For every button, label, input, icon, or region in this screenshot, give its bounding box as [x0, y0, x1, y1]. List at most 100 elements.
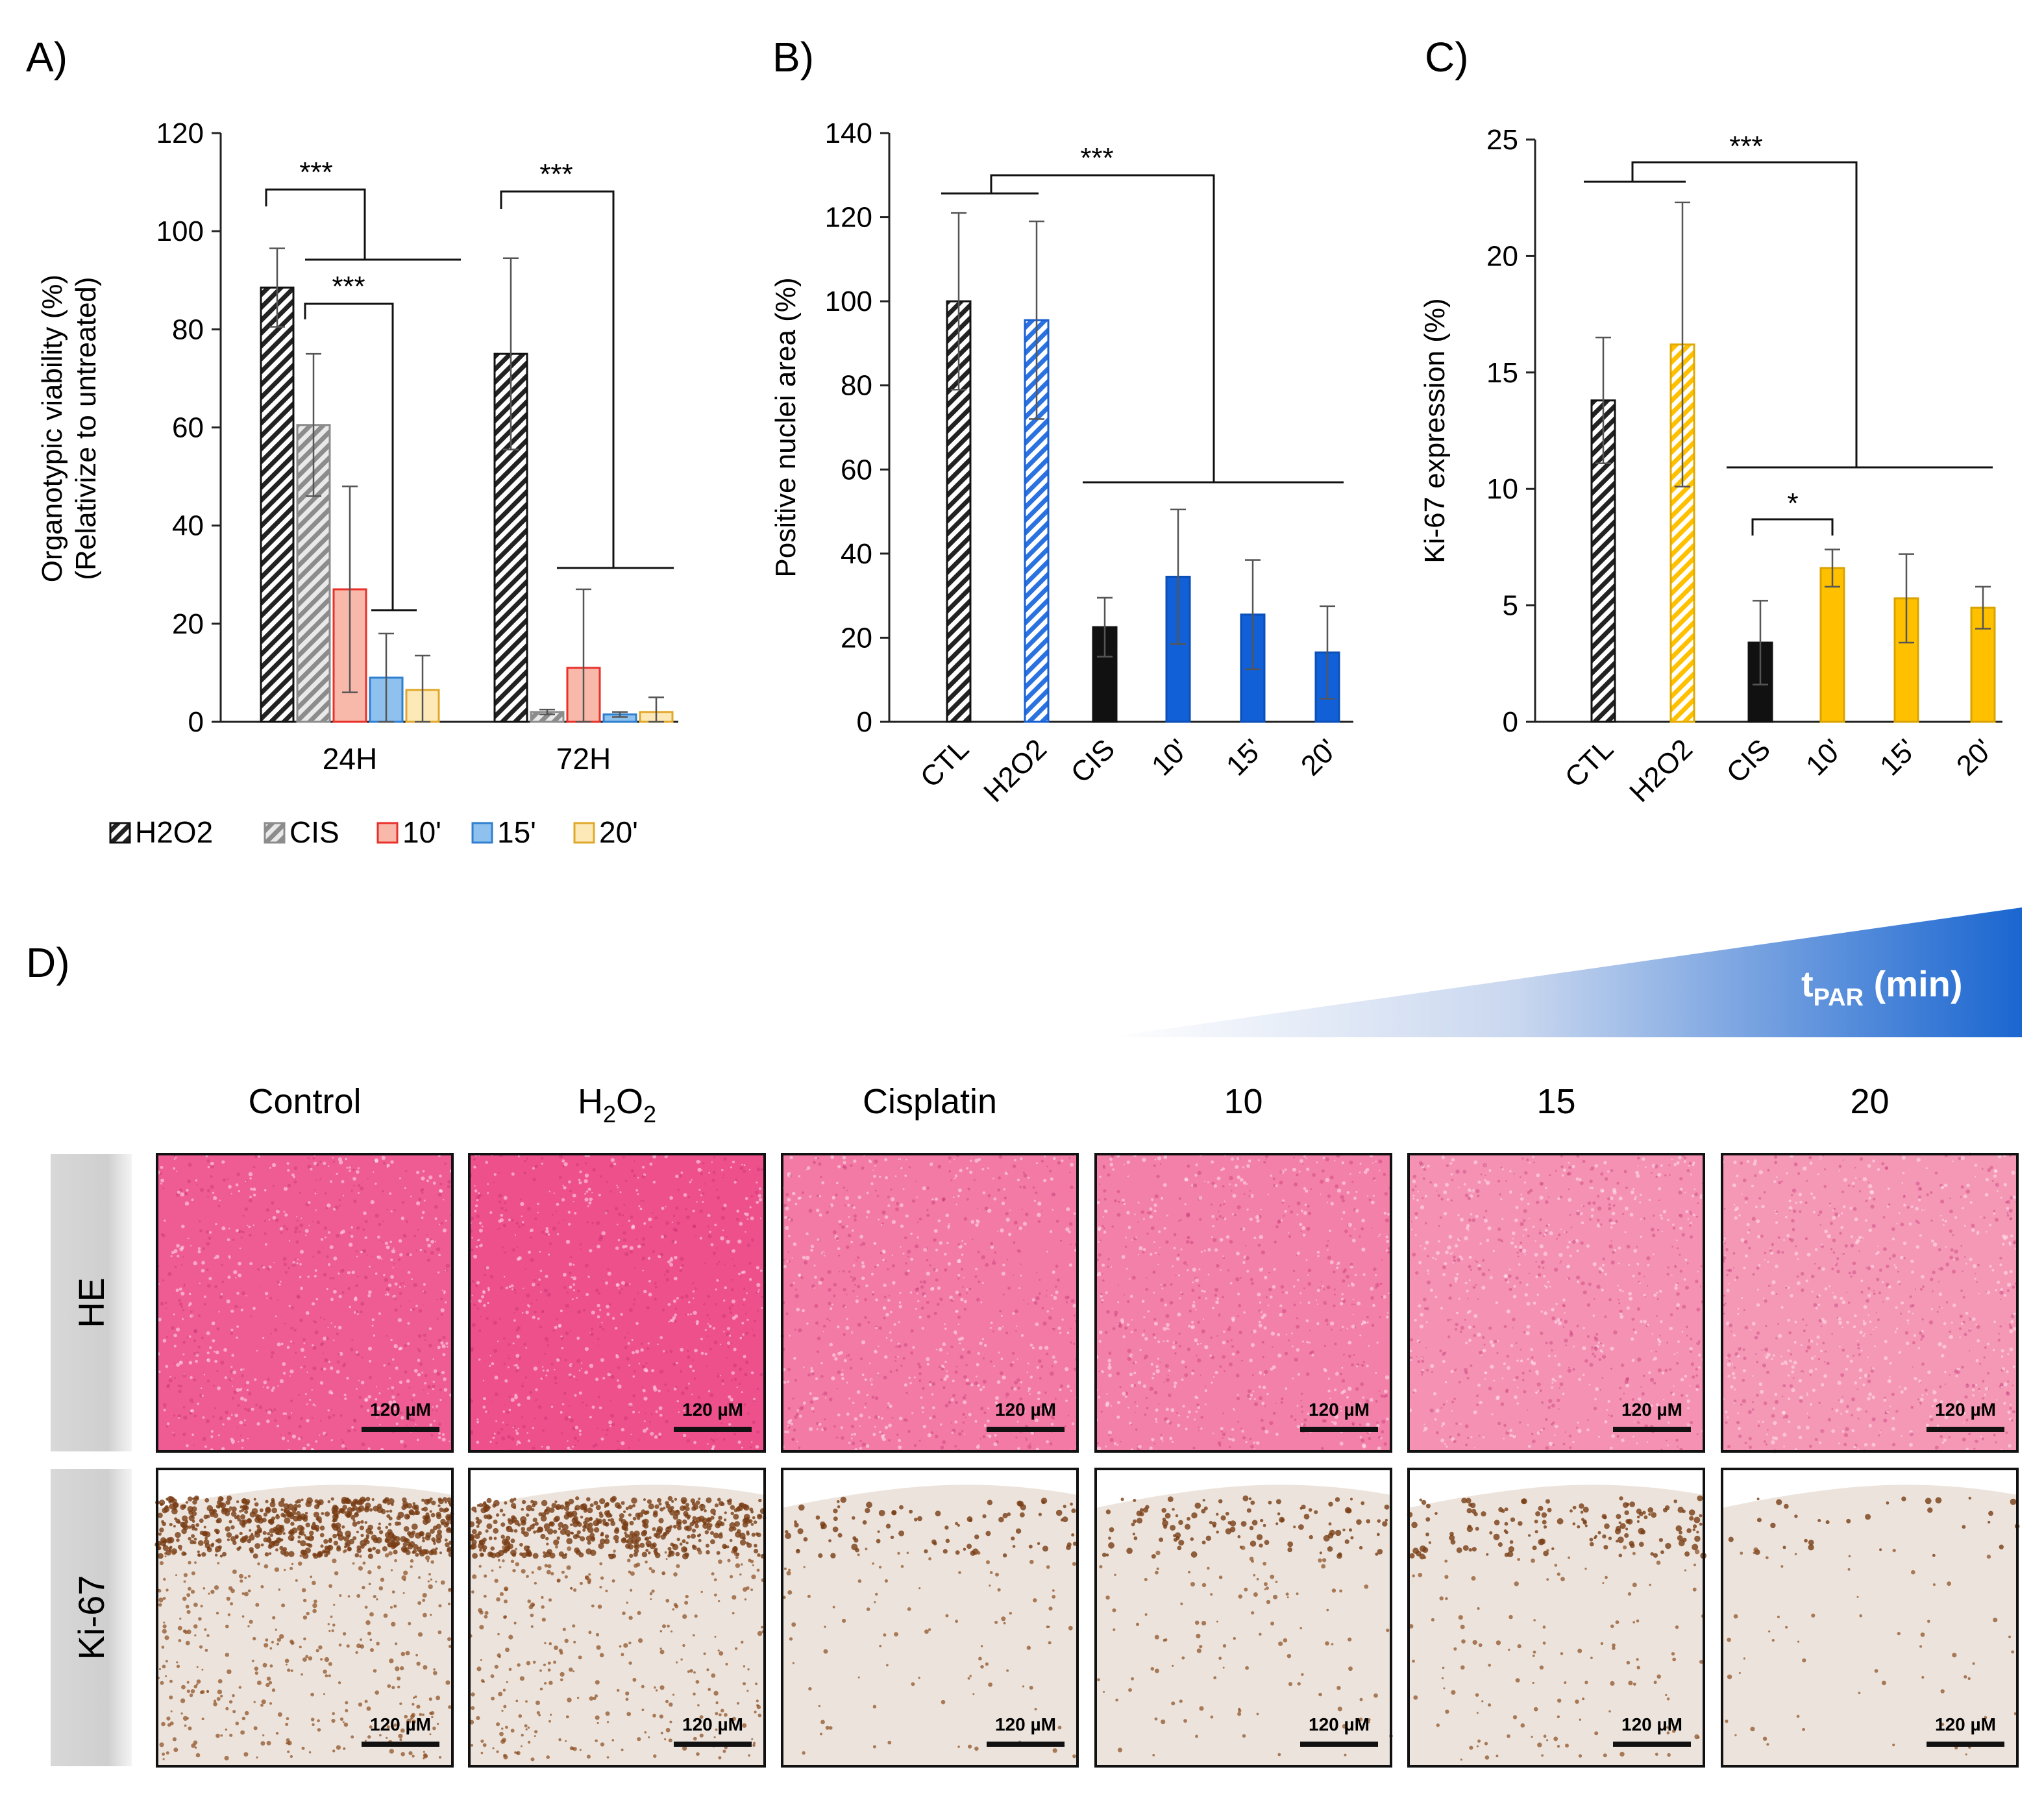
he-cell: [443, 1377, 447, 1381]
he-cell: [962, 1396, 967, 1400]
he-cell: [1742, 1379, 1745, 1382]
he-cell: [872, 1291, 874, 1294]
he-cell: [476, 1199, 479, 1202]
he-cell: [1251, 1331, 1253, 1333]
he-cell: [517, 1403, 521, 1407]
he-cell: [1378, 1390, 1381, 1392]
he-cell: [965, 1378, 969, 1382]
he-cell: [252, 1224, 255, 1226]
he-cell: [1689, 1347, 1693, 1351]
he-cell: [711, 1448, 715, 1450]
he-cell: [822, 1394, 824, 1396]
he-cell: [1520, 1348, 1522, 1351]
he-cell: [190, 1245, 192, 1247]
he-cell: [1073, 1212, 1076, 1215]
he-cell: [330, 1439, 333, 1442]
he-cell: [723, 1174, 725, 1176]
he-cell: [1207, 1181, 1209, 1183]
he-cell: [1046, 1405, 1050, 1409]
he-cell: [741, 1391, 743, 1394]
he-cell: [1351, 1422, 1355, 1425]
he-cell: [1211, 1355, 1215, 1360]
he-cell: [1059, 1239, 1063, 1242]
he-cell: [499, 1318, 501, 1320]
he-cell: [952, 1196, 955, 1198]
he-cell: [1647, 1264, 1650, 1266]
he-cell: [1359, 1235, 1361, 1238]
he-cell: [1457, 1214, 1460, 1216]
he-cell: [195, 1179, 198, 1182]
he-cell: [1545, 1224, 1549, 1227]
he-cell: [1059, 1331, 1062, 1335]
he-cell: [404, 1187, 406, 1190]
he-cell: [1255, 1214, 1260, 1220]
he-cell: [1840, 1412, 1842, 1415]
he-cell: [1566, 1246, 1570, 1249]
he-cell: [2012, 1195, 2016, 1199]
he-cell: [1874, 1345, 1876, 1348]
he-cell: [1762, 1420, 1764, 1423]
he-cell: [649, 1163, 653, 1166]
tile-border: [781, 1153, 1079, 1453]
he-cell: [607, 1272, 611, 1276]
he-cell: [1425, 1321, 1428, 1324]
he-cell: [611, 1422, 615, 1427]
he-cell: [935, 1248, 938, 1251]
he-cell: [1216, 1176, 1221, 1181]
he-cell: [240, 1435, 242, 1436]
he-cell: [806, 1255, 810, 1261]
he-cell: [1884, 1356, 1888, 1361]
panel-label-d: D): [26, 939, 70, 986]
he-cell: [958, 1432, 962, 1436]
he-cell: [232, 1397, 235, 1400]
he-cell: [1900, 1390, 1904, 1394]
he-cell: [610, 1158, 615, 1163]
he-cell: [1340, 1301, 1344, 1306]
chartB-y-tick-label: 20: [841, 622, 872, 654]
he-cell: [1222, 1432, 1226, 1436]
he-cell: [1070, 1327, 1072, 1329]
he-cell: [834, 1237, 837, 1239]
he-cell: [1481, 1336, 1485, 1339]
he-cell: [852, 1442, 856, 1446]
he-cell: [1412, 1198, 1415, 1200]
he-cell: [1549, 1341, 1553, 1345]
he-cell: [1261, 1340, 1264, 1344]
he-cell: [992, 1261, 996, 1265]
he-cell: [652, 1250, 655, 1253]
he-cell: [1660, 1320, 1663, 1324]
he-cell: [837, 1239, 839, 1241]
he-cell: [944, 1323, 946, 1325]
he-cell: [980, 1407, 984, 1411]
he-cell: [281, 1280, 283, 1282]
he-cell: [1016, 1178, 1020, 1181]
he-cell: [874, 1165, 876, 1167]
he-cell: [833, 1283, 837, 1287]
he-cell: [1172, 1345, 1176, 1350]
he-cell: [1921, 1275, 1925, 1279]
he-cell: [439, 1182, 443, 1186]
he-cell: [347, 1429, 351, 1433]
he-cell: [1270, 1295, 1273, 1299]
he-cell: [1198, 1296, 1201, 1300]
he-cell: [1228, 1436, 1232, 1440]
he-cell: [955, 1290, 959, 1294]
he-cell: [1068, 1414, 1070, 1416]
he-cell: [556, 1318, 558, 1320]
he-cell: [404, 1285, 406, 1288]
he-cell: [293, 1328, 297, 1332]
he-cell: [1594, 1346, 1597, 1350]
he-cell: [917, 1287, 919, 1290]
he-cell: [1016, 1378, 1020, 1382]
he-cell: [1464, 1281, 1467, 1285]
he-cell: [789, 1335, 791, 1337]
he-cell: [1441, 1425, 1444, 1427]
he-cell: [743, 1287, 746, 1290]
he-cell: [963, 1217, 968, 1221]
he-cell: [965, 1288, 968, 1291]
he-cell: [905, 1262, 907, 1265]
he-cell: [307, 1165, 311, 1168]
he-cell: [537, 1283, 539, 1287]
he-cell: [1061, 1159, 1064, 1163]
he-cell: [489, 1211, 493, 1214]
